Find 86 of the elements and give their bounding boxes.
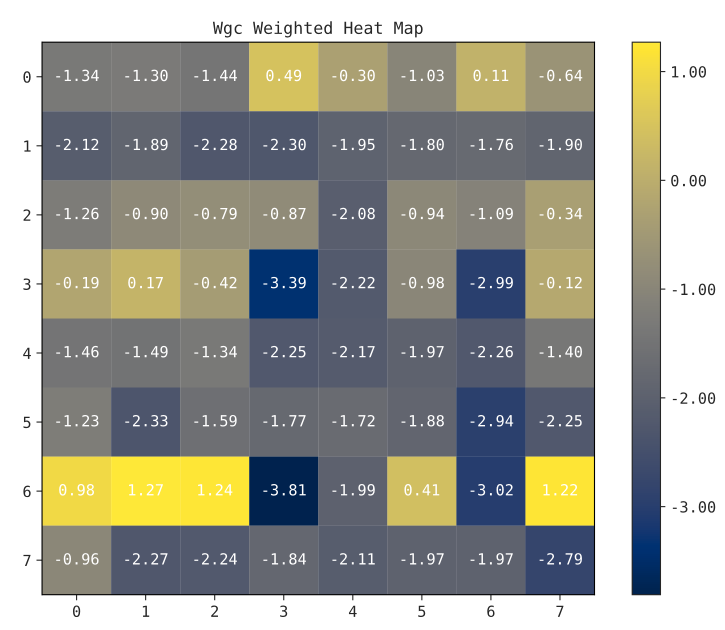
data-label: 1.24 (198, 484, 232, 496)
y-tick-label: 4 (23, 348, 31, 359)
data-label: -1.23 (56, 414, 98, 427)
color-bar-label: 1.00 (672, 66, 706, 78)
x-tick-label: 6 (487, 605, 495, 618)
data-label: -1.90 (540, 138, 582, 150)
data-label: -0.87 (263, 208, 306, 220)
x-tick-label: 0 (72, 605, 80, 618)
data-label: -1.72 (332, 414, 374, 426)
y-tick-label: 1 (24, 140, 31, 152)
data-label: -1.97 (402, 346, 444, 358)
y-tick-label: 3 (23, 278, 30, 290)
data-label: -2.30 (263, 138, 306, 150)
data-label: 0.11 (474, 70, 508, 82)
data-label: -1.40 (540, 346, 582, 358)
data-label: -3.02 (470, 484, 513, 496)
data-label: -2.17 (332, 346, 375, 358)
data-label: 0.98 (59, 484, 94, 496)
x-tick-label: 3 (280, 605, 288, 618)
data-label: -2.25 (263, 346, 306, 358)
color-bar-label: -3.00 (672, 501, 716, 513)
data-label: 1.22 (543, 484, 578, 496)
data-label: 0.41 (404, 484, 440, 496)
data-label: -2.79 (540, 553, 582, 565)
data-label: -0.94 (402, 208, 444, 220)
data-label: -1.30 (125, 70, 168, 82)
data-label: -2.94 (470, 414, 514, 427)
color-bar-label: 0.00 (671, 174, 706, 186)
data-label: -2.99 (470, 276, 513, 288)
x-tick-label: 5 (418, 606, 426, 618)
data-label: -1.99 (332, 484, 375, 496)
data-label: -1.80 (402, 138, 444, 150)
data-label: -0.30 (332, 70, 375, 82)
data-label: -2.12 (56, 138, 98, 150)
data-label: -2.33 (125, 414, 168, 427)
data-label: -0.12 (540, 276, 582, 288)
data-label: -0.90 (125, 208, 168, 220)
data-label: -2.26 (470, 346, 513, 358)
data-label: -0.79 (194, 208, 237, 220)
x-tick-label: 2 (211, 605, 218, 617)
data-label: -2.22 (332, 276, 374, 288)
data-label: -2.08 (332, 208, 375, 220)
data-label: -2.28 (194, 138, 237, 150)
chart-title: Wgc Weighted Heat Map (212, 21, 423, 38)
data-label: -1.49 (125, 346, 168, 358)
data-label: -0.19 (56, 276, 99, 288)
y-tick-label: 6 (23, 486, 31, 498)
y-tick-label: 7 (23, 554, 30, 566)
data-label: -1.34 (194, 346, 237, 358)
data-label: -1.26 (56, 208, 99, 220)
data-label: -1.44 (194, 70, 237, 81)
data-label: -1.77 (263, 415, 306, 426)
data-label: -1.59 (194, 414, 237, 427)
data-label: 0.49 (266, 70, 302, 82)
data-label: -1.95 (332, 138, 375, 150)
data-label: -3.81 (263, 484, 306, 496)
data-label: -1.97 (470, 553, 513, 565)
x-tick-label: 1 (142, 606, 150, 617)
data-label: -2.24 (194, 553, 237, 564)
color-bar-label: -1.00 (672, 284, 716, 296)
data-label: -1.76 (470, 138, 513, 150)
data-label: 0.17 (128, 276, 163, 288)
y-tick-label: 2 (24, 209, 30, 221)
x-tick-label: 4 (348, 606, 357, 617)
color-bar-label: -2.00 (672, 392, 716, 404)
x-tick-label: 7 (556, 606, 564, 617)
data-label: -0.98 (402, 276, 444, 288)
data-label: -0.64 (540, 70, 582, 82)
data-label: -1.88 (402, 414, 444, 427)
data-label: -0.42 (194, 276, 236, 288)
y-tick-label: 5 (24, 416, 30, 428)
data-label: -2.25 (540, 414, 582, 427)
data-label: -0.34 (540, 208, 582, 220)
data-label: -1.34 (56, 70, 99, 82)
data-label: 1.27 (129, 484, 163, 496)
data-label: -3.39 (263, 276, 306, 288)
y-tick-label: 0 (23, 71, 31, 83)
data-label: -0.96 (56, 553, 99, 565)
data-label: -1.09 (470, 208, 513, 220)
data-label: -1.84 (263, 553, 306, 565)
data-label: -1.46 (56, 346, 99, 358)
data-label: -2.27 (125, 553, 168, 564)
data-label: -1.89 (125, 138, 168, 150)
data-label: -1.03 (402, 70, 444, 82)
data-label: -2.11 (332, 553, 375, 564)
data-label: -1.97 (402, 553, 444, 565)
